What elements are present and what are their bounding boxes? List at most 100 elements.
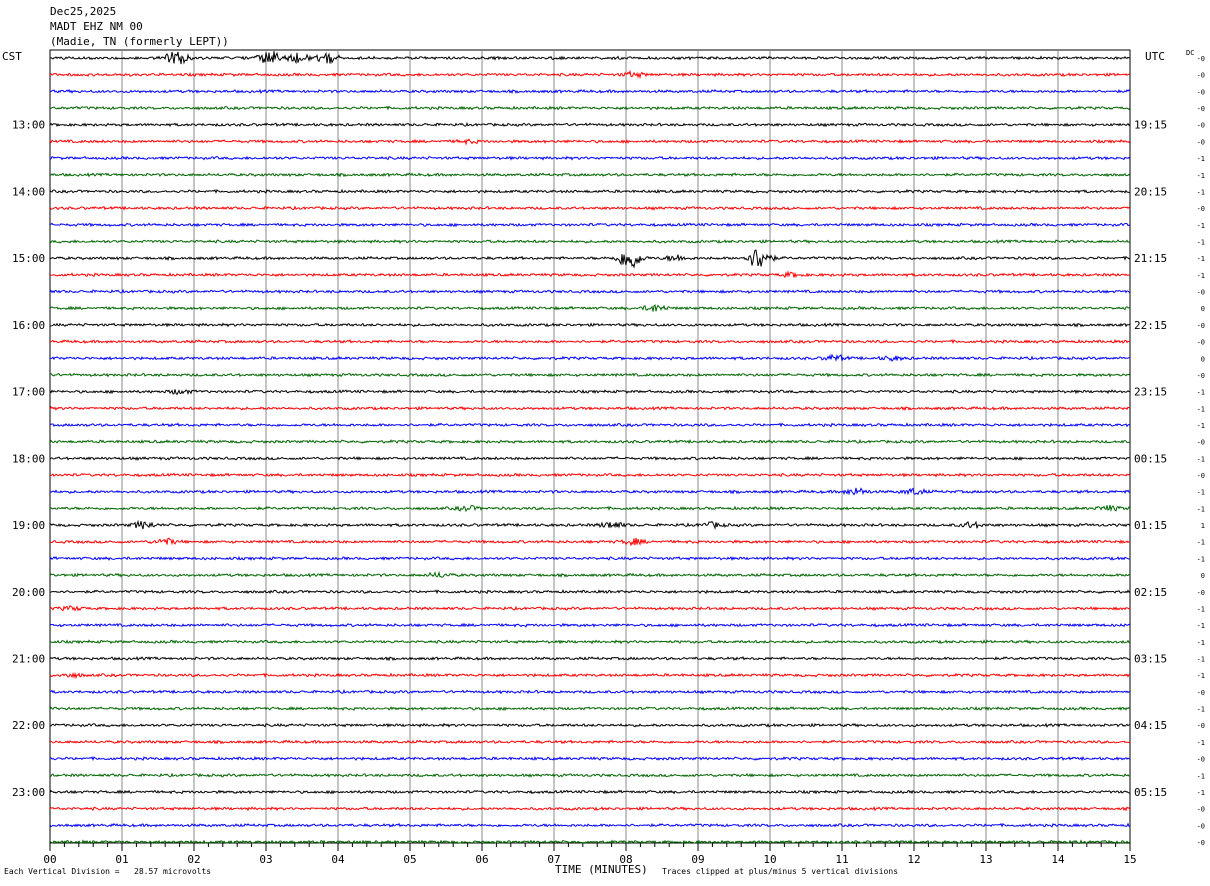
- trace-row: [49, 172, 1131, 178]
- dc-offset: -1: [1197, 172, 1205, 180]
- trace-row: [49, 438, 1131, 445]
- dc-offset: -1: [1197, 622, 1205, 630]
- dc-offset: -0: [1197, 756, 1205, 764]
- right-hour-label: 20:15: [1134, 185, 1167, 198]
- left-hour-label: 21:00: [12, 653, 45, 666]
- x-tick-label: 10: [763, 853, 776, 866]
- trace-row: [49, 472, 1131, 478]
- trace-row: [49, 689, 1131, 695]
- dc-offset: -1: [1197, 639, 1205, 647]
- dc-offset: -1: [1197, 272, 1205, 280]
- left-timezone: CST: [2, 50, 22, 63]
- dc-offset: -1: [1197, 772, 1205, 780]
- trace-row: [50, 722, 1131, 728]
- left-hour-label: 17:00: [12, 386, 45, 399]
- x-tick-label: 14: [1051, 853, 1065, 866]
- clip-note: Traces clipped at plus/minus 5 vertical …: [662, 867, 899, 876]
- trace-row: [49, 655, 1131, 662]
- left-hour-label: 18:00: [12, 452, 45, 465]
- dc-offset: -1: [1197, 656, 1205, 664]
- plot-frame: [49, 49, 1131, 844]
- trace-row: [49, 455, 1130, 461]
- trace-row: [49, 405, 1131, 412]
- x-tick-label: 13: [979, 853, 992, 866]
- trace-row: [49, 304, 1131, 312]
- x-tick-label: 11: [835, 853, 848, 866]
- trace-row: [49, 138, 1131, 146]
- trace-row: [49, 519, 1131, 530]
- right-hour-label: 02:15: [1134, 586, 1167, 599]
- trace-row: [49, 249, 1131, 269]
- trace-row: [49, 839, 1131, 845]
- dc-offset: -0: [1197, 289, 1205, 297]
- dc-offset: -1: [1197, 489, 1205, 497]
- dc-offset: -1: [1197, 789, 1205, 797]
- trace-row: [49, 105, 1131, 111]
- dc-offset: -0: [1197, 205, 1205, 213]
- trace-row: [49, 772, 1130, 778]
- left-hour-label: 23:00: [12, 786, 45, 799]
- right-hour-label: 05:15: [1134, 786, 1167, 799]
- left-hour-label: 16:00: [12, 319, 45, 332]
- dc-offset: 1: [1201, 522, 1205, 530]
- trace-row: [49, 88, 1131, 95]
- trace-row: [49, 671, 1131, 680]
- x-tick-label: 09: [691, 853, 704, 866]
- trace-row: [49, 422, 1131, 428]
- dc-offset: -1: [1197, 155, 1205, 163]
- dc-offset: -0: [1197, 722, 1205, 730]
- trace-row: [49, 155, 1131, 161]
- dc-label: DC: [1186, 49, 1195, 57]
- x-tick-label: 05: [403, 853, 416, 866]
- left-hour-label: 13:00: [12, 119, 45, 132]
- trace-row: [49, 372, 1131, 378]
- x-tick-label: 08: [619, 853, 632, 866]
- trace-row: [49, 589, 1131, 595]
- dc-offset: -1: [1197, 555, 1205, 563]
- trace-row: [49, 639, 1131, 645]
- plot-date: Dec25,2025: [50, 5, 117, 18]
- trace-row: [49, 739, 1131, 745]
- trace-row: [49, 288, 1131, 295]
- right-hour-label: 01:15: [1134, 519, 1167, 532]
- x-tick-label: 15: [1123, 853, 1136, 866]
- dc-offset: -0: [1197, 88, 1205, 96]
- left-hour-label: 15:00: [12, 252, 45, 265]
- trace-row: [49, 353, 1131, 362]
- left-hour-label: 22:00: [12, 719, 45, 732]
- trace-row: [49, 537, 1131, 547]
- trace-row: [49, 605, 1131, 612]
- right-hour-label: 03:15: [1134, 653, 1167, 666]
- trace-row: [49, 238, 1131, 245]
- dc-offset: -0: [1197, 105, 1205, 113]
- dc-offset: -0: [1197, 339, 1205, 347]
- dc-offset: -1: [1197, 405, 1205, 413]
- dc-offset: -0: [1197, 439, 1205, 447]
- dc-offset: -1: [1197, 672, 1205, 680]
- trace-row: [49, 270, 1131, 279]
- x-axis-title: TIME (MINUTES): [555, 863, 648, 876]
- trace-row: [49, 755, 1131, 762]
- x-tick-label: 00: [43, 853, 56, 866]
- right-hour-label: 04:15: [1134, 719, 1167, 732]
- dc-offset: -1: [1197, 455, 1205, 463]
- trace-row: [49, 622, 1131, 628]
- right-hour-label: 21:15: [1134, 252, 1167, 265]
- dc-offset: -0: [1197, 55, 1205, 63]
- x-tick-label: 02: [187, 853, 200, 866]
- trace-row: [49, 322, 1131, 328]
- dc-offset: -0: [1197, 806, 1205, 814]
- trace-row: [49, 555, 1131, 562]
- dc-offset: -0: [1197, 322, 1205, 330]
- dc-offset: -0: [1197, 689, 1205, 697]
- dc-offset: -0: [1197, 122, 1205, 130]
- dc-offset: 0: [1201, 572, 1205, 580]
- left-hour-label: 20:00: [12, 586, 45, 599]
- scale-note: Each Vertical Division = 28.57 microvolt…: [4, 867, 212, 876]
- trace-row: [49, 822, 1131, 828]
- x-tick-label: 03: [259, 853, 272, 866]
- right-hour-label: 23:15: [1134, 386, 1167, 399]
- trace-row: [49, 222, 1131, 228]
- x-tick-label: 04: [331, 853, 345, 866]
